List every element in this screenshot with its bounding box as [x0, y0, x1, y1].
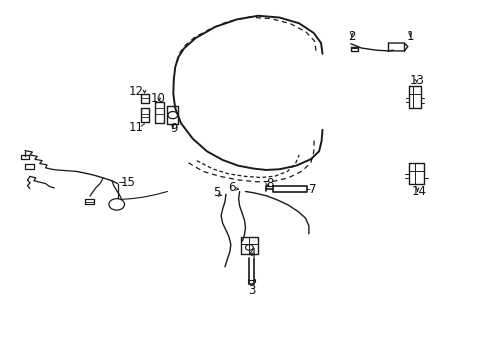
Text: 12: 12	[128, 85, 143, 98]
Text: 15: 15	[121, 176, 136, 189]
Text: 9: 9	[170, 122, 177, 135]
Text: 1: 1	[406, 30, 413, 43]
Text: 2: 2	[347, 30, 355, 43]
Text: 5: 5	[213, 186, 221, 199]
Text: 14: 14	[411, 185, 426, 198]
Text: 11: 11	[128, 121, 143, 134]
Text: 10: 10	[150, 93, 165, 105]
Text: 8: 8	[265, 177, 273, 190]
Text: 13: 13	[409, 74, 424, 87]
Text: 7: 7	[308, 183, 316, 196]
Text: 6: 6	[227, 181, 235, 194]
Text: 4: 4	[247, 247, 255, 260]
Text: 3: 3	[247, 284, 255, 297]
